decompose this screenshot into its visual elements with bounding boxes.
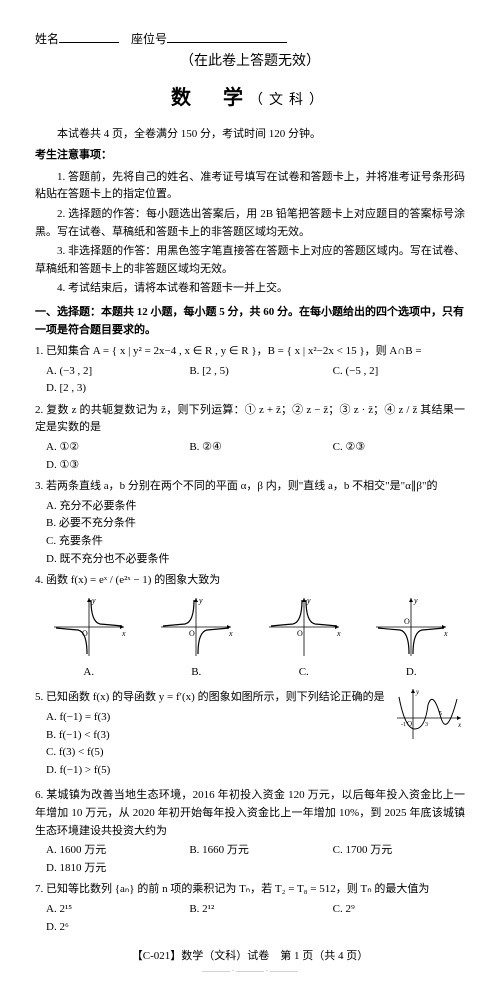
q2-opt-a: A. ①② [35, 439, 178, 457]
svg-text:x: x [228, 629, 233, 638]
part1-header: 一、选择题：本题共 12 小题，每小题 5 分，共 60 分。在每小题给出的四个… [35, 304, 465, 339]
q5-opt-d: D. f(−1) > f(5) [35, 762, 391, 780]
footer-text: 【C-021】数学（文科）试卷 第 1 页（共 4 页） [35, 948, 465, 966]
q5-options: A. f(−1) = f(3) B. f(−1) < f(3) C. f(3) … [35, 709, 391, 779]
svg-text:y: y [413, 596, 418, 605]
q7-opt-c: C. 2⁹ [322, 901, 465, 919]
q1-text: 1. 已知集合 A = { x | y² = 2x−4 , x ∈ R , y … [35, 343, 465, 361]
q7-opt-a: A. 2¹⁵ [35, 901, 178, 919]
svg-text:x: x [121, 629, 126, 638]
q7-opt-b: B. 2¹² [178, 901, 321, 919]
svg-text:y: y [306, 596, 311, 605]
q1-options: A. (−3 , 2] B. [2 , 5) C. (−5 , 2] D. [2… [35, 363, 465, 398]
svg-text:O: O [189, 629, 195, 638]
q6-text: 6. 某城镇为改善当地生态环境，2016 年初投入资金 120 万元，以后每年投… [35, 787, 465, 840]
q2-opt-c: C. ②③ [322, 439, 465, 457]
q7-options: A. 2¹⁵ B. 2¹² C. 2⁹ D. 2⁶ [35, 901, 465, 936]
note-2: 2. 选择题的作答：每小题选出答案后，用 2B 铅笔把答题卡上对应题目的答案标号… [35, 206, 465, 241]
q5-opt-b: B. f(−1) < f(3) [35, 727, 391, 745]
q4-label-d: D. [358, 664, 466, 682]
q3-opt-a: A. 充分不必要条件 [35, 498, 465, 516]
q1-opt-b: B. [2 , 5) [178, 363, 321, 381]
q4-graph-a: x y O [50, 594, 128, 660]
title-sub: （文科） [249, 93, 329, 108]
q3-options: A. 充分不必要条件 B. 必要不充分条件 C. 充要条件 D. 既不充分也不必… [35, 498, 465, 568]
note-3: 3. 非选择题的作答：用黑色签字笔直接答在答题卡上对应的答题区域内。写在试卷、草… [35, 243, 465, 278]
footer-small: ———— · ———— · ———— [35, 966, 465, 977]
notes-header: 考生注意事项： [35, 147, 465, 165]
name-label: 姓名 [35, 32, 59, 46]
q6-opt-a: A. 1600 万元 [35, 842, 178, 860]
q6-opt-c: C. 1700 万元 [322, 842, 465, 860]
q2-opt-d: D. ①③ [35, 457, 465, 475]
svg-text:3: 3 [425, 722, 428, 728]
q4-label-b: B. [143, 664, 251, 682]
svg-text:O: O [404, 617, 410, 626]
q7-opt-d: D. 2⁶ [35, 919, 465, 937]
title-main: 数 学 [171, 87, 249, 109]
intro-text: 本试卷共 4 页，全卷满分 150 分，考试时间 120 分钟。 [35, 126, 465, 144]
q5-opt-a: A. f(−1) = f(3) [35, 709, 391, 727]
q7-text: 7. 已知等比数列 {aₙ} 的前 n 项的乘积记为 Tₙ，若 T₂ = T₈ … [35, 881, 465, 899]
q5-opt-c: C. f(3) < f(5) [35, 744, 391, 762]
svg-text:x: x [457, 721, 462, 729]
svg-text:y: y [91, 596, 96, 605]
page-title: 数 学（文科） [35, 82, 465, 114]
q3-text: 3. 若两条直线 a，b 分别在两个不同的平面 α，β 内，则"直线 a，b 不… [35, 478, 465, 496]
header-line: 姓名 座位号 [35, 30, 465, 49]
q6-opt-d: D. 1810 万元 [35, 860, 465, 878]
note-4: 4. 考试结束后，请将本试卷和答题卡一并上交。 [35, 280, 465, 298]
q3-opt-b: B. 必要不充分条件 [35, 515, 465, 533]
name-blank [59, 30, 119, 43]
svg-text:x: x [443, 629, 448, 638]
q4-graphs: x y O x y O x y O x y O [35, 594, 465, 660]
svg-text:y: y [415, 688, 420, 696]
q4-label-c: C. [250, 664, 358, 682]
q6-options: A. 1600 万元 B. 1660 万元 C. 1700 万元 D. 1810… [35, 842, 465, 877]
q6-opt-b: B. 1660 万元 [178, 842, 321, 860]
q4-text: 4. 函数 f(x) = eˣ / (e²ˣ − 1) 的图象大致为 [35, 572, 465, 590]
q4-graph-b: x y O [157, 594, 235, 660]
q1-opt-d: D. [2 , 3) [35, 380, 465, 398]
q4-graph-c: x y O [265, 594, 343, 660]
note-1: 1. 答题前，先将自己的姓名、准考证号填写在试卷和答题卡上，并将准考证号条形码粘… [35, 169, 465, 204]
seat-blank [167, 30, 287, 43]
q2-text: 2. 复数 z 的共轭复数记为 z̄，则下列运算：① z + z̄；② z − … [35, 402, 465, 437]
q5-text: 5. 已知函数 f(x) 的导函数 y = f′(x) 的图象如图所示，则下列结… [35, 689, 391, 707]
svg-text:-1: -1 [401, 722, 406, 728]
seat-label: 座位号 [131, 32, 167, 46]
notice-text: （在此卷上答题无效） [35, 51, 465, 73]
svg-text:y: y [198, 596, 203, 605]
q2-opt-b: B. ②④ [178, 439, 321, 457]
q5-graph: x y O -1 3 5 [395, 685, 465, 743]
svg-text:O: O [297, 629, 303, 638]
q3-opt-d: D. 既不充分也不必要条件 [35, 551, 465, 569]
svg-text:x: x [336, 629, 341, 638]
q1-opt-a: A. (−3 , 2] [35, 363, 178, 381]
q4-graph-d: x y O [372, 594, 450, 660]
q1-opt-c: C. (−5 , 2] [322, 363, 465, 381]
q4-label-a: A. [35, 664, 143, 682]
q4-labels: A. B. C. D. [35, 664, 465, 682]
q2-options: A. ①② B. ②④ C. ②③ D. ①③ [35, 439, 465, 474]
q3-opt-c: C. 充要条件 [35, 533, 465, 551]
